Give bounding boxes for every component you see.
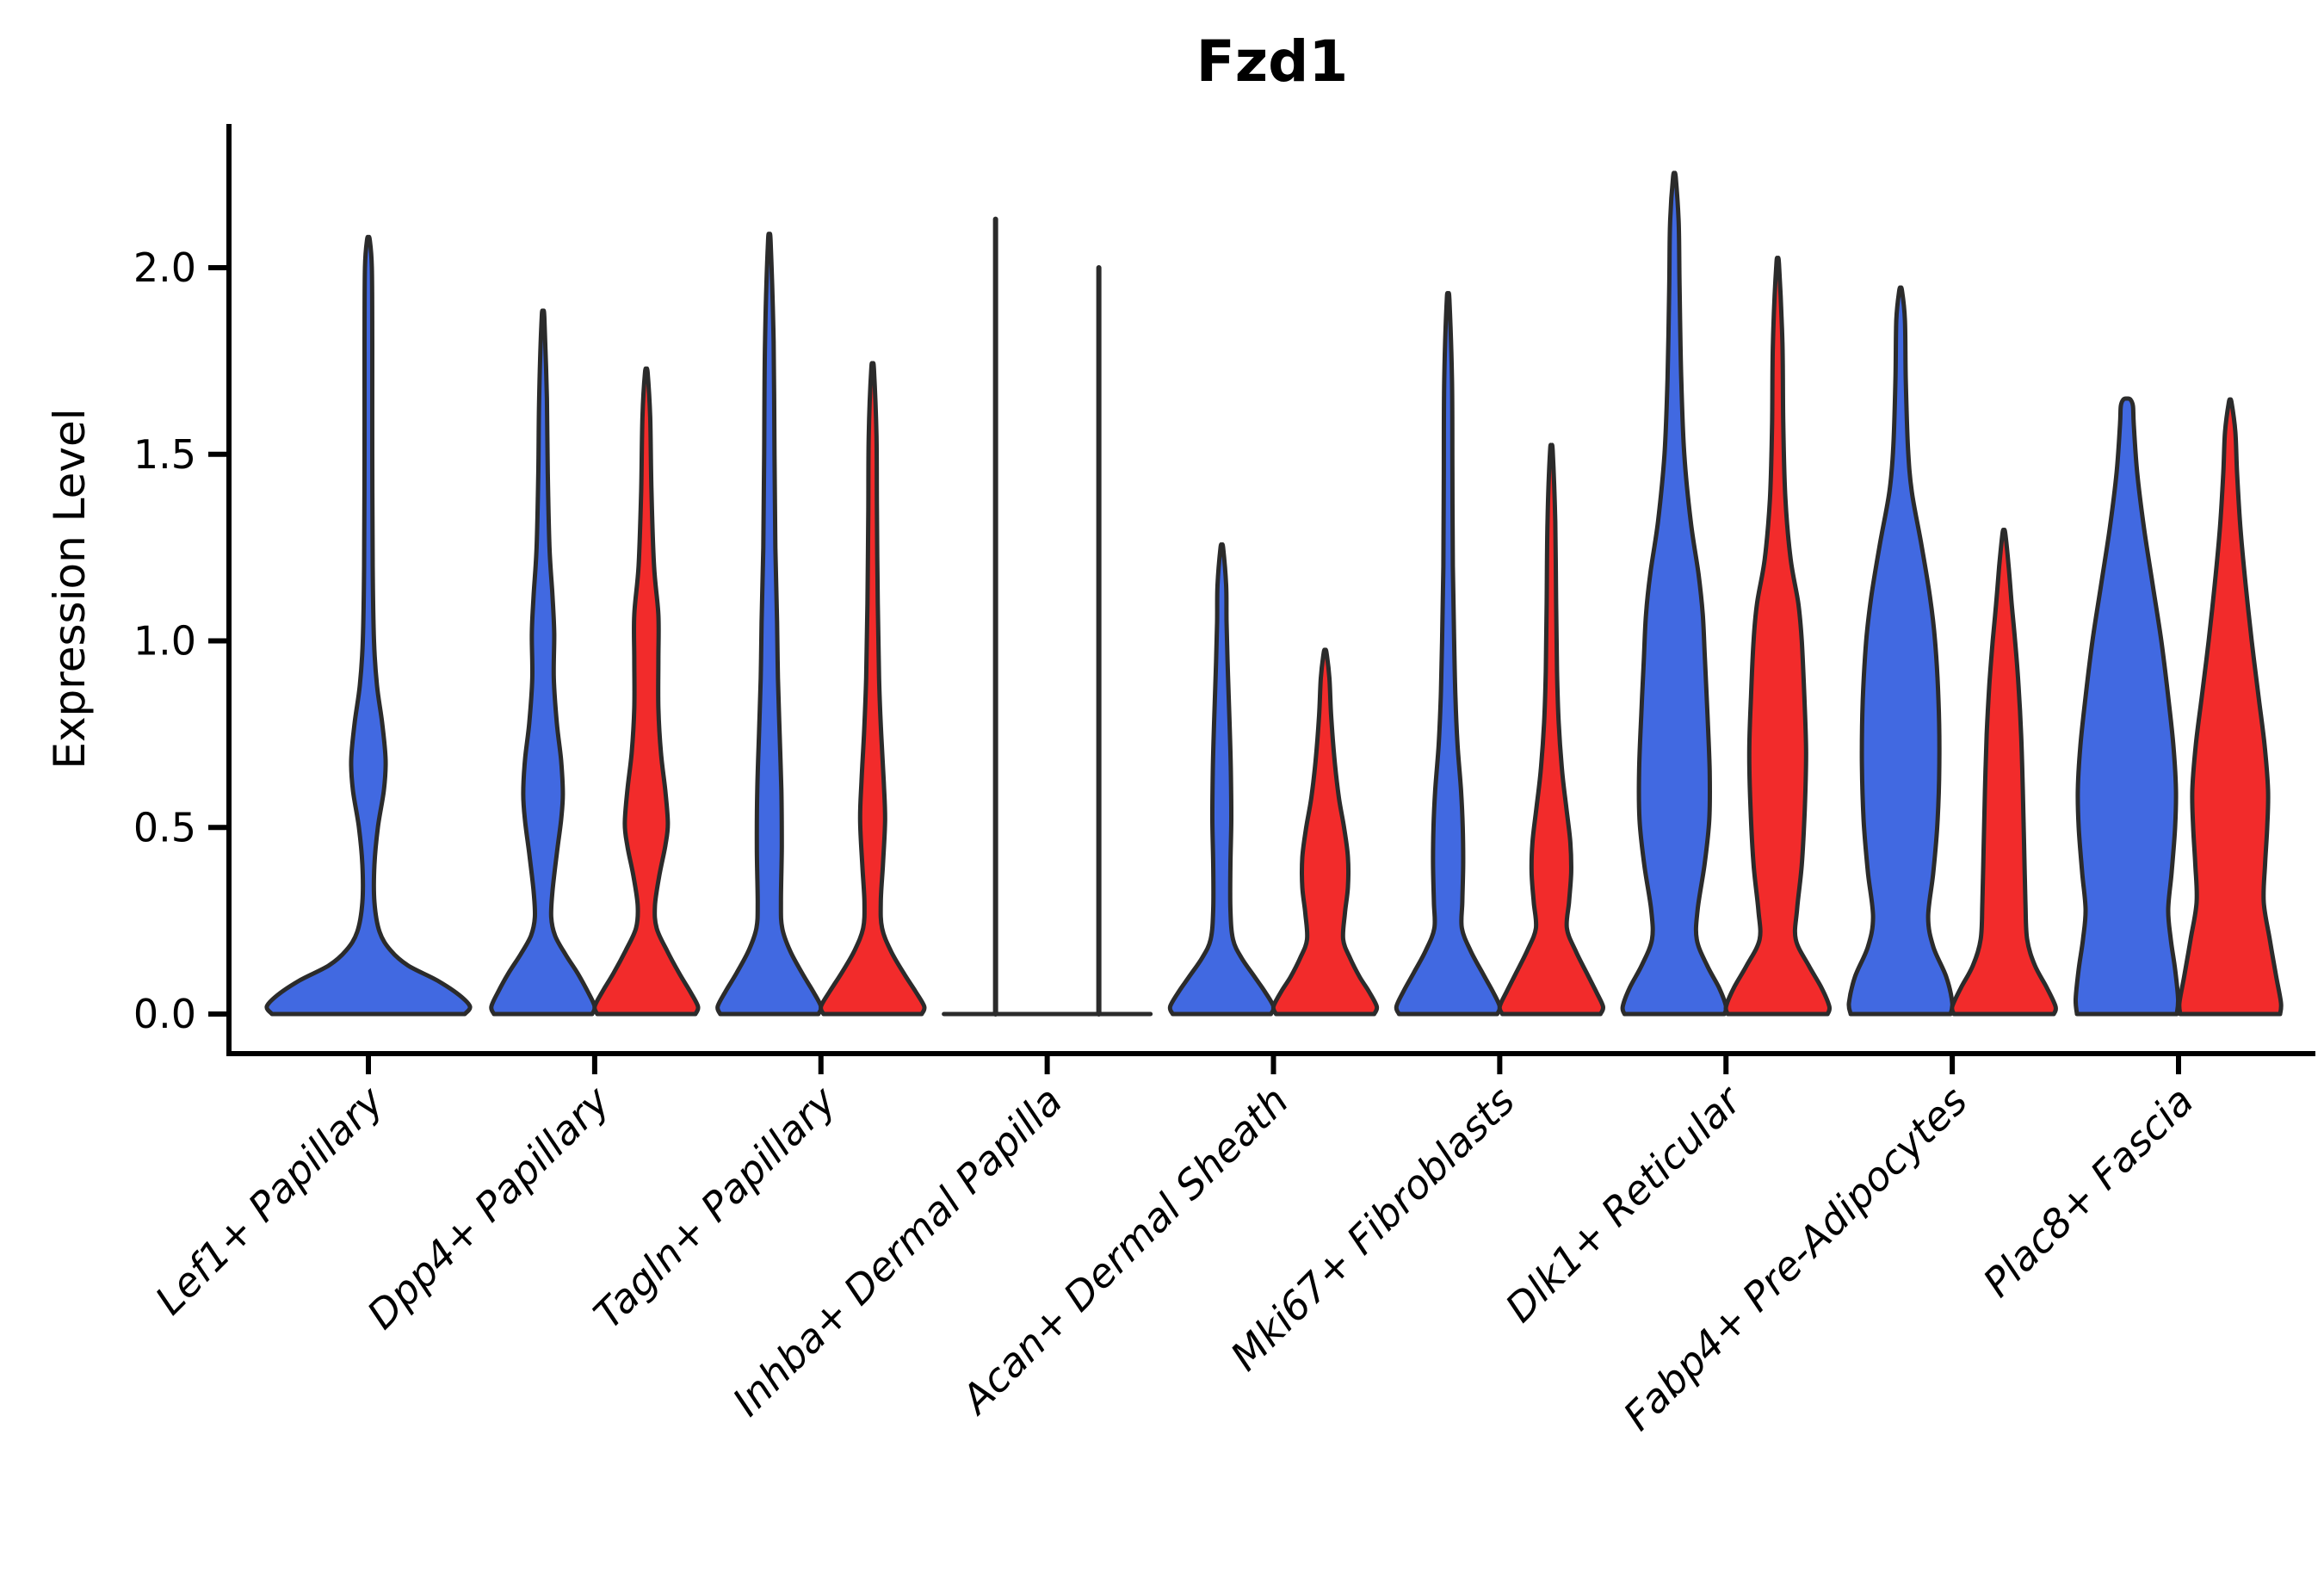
violin-group	[942, 216, 1153, 1017]
x-tick-label: Dlk1+ Reticular	[1496, 1075, 1752, 1331]
violin-red	[592, 366, 701, 1017]
violin-red	[819, 361, 927, 1017]
x-tick-label: Plac8+ Fascia	[1974, 1078, 2202, 1306]
violin-blue	[1167, 542, 1276, 1017]
violin-blue	[489, 308, 597, 1017]
y-tick-label: 1.5	[133, 431, 196, 478]
violin-group	[1167, 542, 1380, 1017]
violin-group	[1846, 285, 2058, 1017]
violin-blue	[1620, 170, 1729, 1017]
x-tick-label: Dpp4+ Papillary	[358, 1077, 619, 1338]
violin-red	[2177, 397, 2284, 1017]
violin-plot-figure: Fzd1 Expression Level 0.0 0.5 1.0 1.5 2.0 Lef…	[34, 14, 2324, 1563]
violin-blue	[1394, 291, 1503, 1017]
violin-group	[264, 234, 473, 1017]
y-tick-label: 1.0	[133, 618, 196, 665]
violin-red	[1950, 528, 2058, 1017]
violin-blue	[715, 232, 824, 1017]
plot-canvas: Fzd1 Expression Level 0.0 0.5 1.0 1.5 2.0 Lef…	[45, 28, 2315, 1439]
violin-red	[1723, 256, 1833, 1017]
violin-red	[1270, 647, 1380, 1017]
violin-group	[1620, 170, 1833, 1017]
violin-blue	[264, 234, 473, 1017]
y-tick-label: 0.5	[133, 804, 196, 850]
x-tick-label: Lef1+ Papillary	[146, 1077, 392, 1323]
plot-title: Fzd1	[1196, 28, 1349, 95]
violin-group	[715, 232, 927, 1017]
x-tick-label: Tagln+ Papillary	[584, 1077, 845, 1338]
y-tick-label: 2.0	[133, 244, 196, 291]
y-axis-label: Expression Level	[45, 408, 95, 769]
violin-blue	[2073, 396, 2181, 1017]
violin-group	[489, 308, 701, 1017]
violin-group	[2073, 396, 2284, 1017]
violins-layer	[264, 170, 2284, 1017]
violin-red	[1497, 442, 1606, 1017]
violin-blue	[1846, 285, 1955, 1017]
violin-group	[1394, 291, 1606, 1017]
y-tick-label: 0.0	[133, 991, 196, 1037]
